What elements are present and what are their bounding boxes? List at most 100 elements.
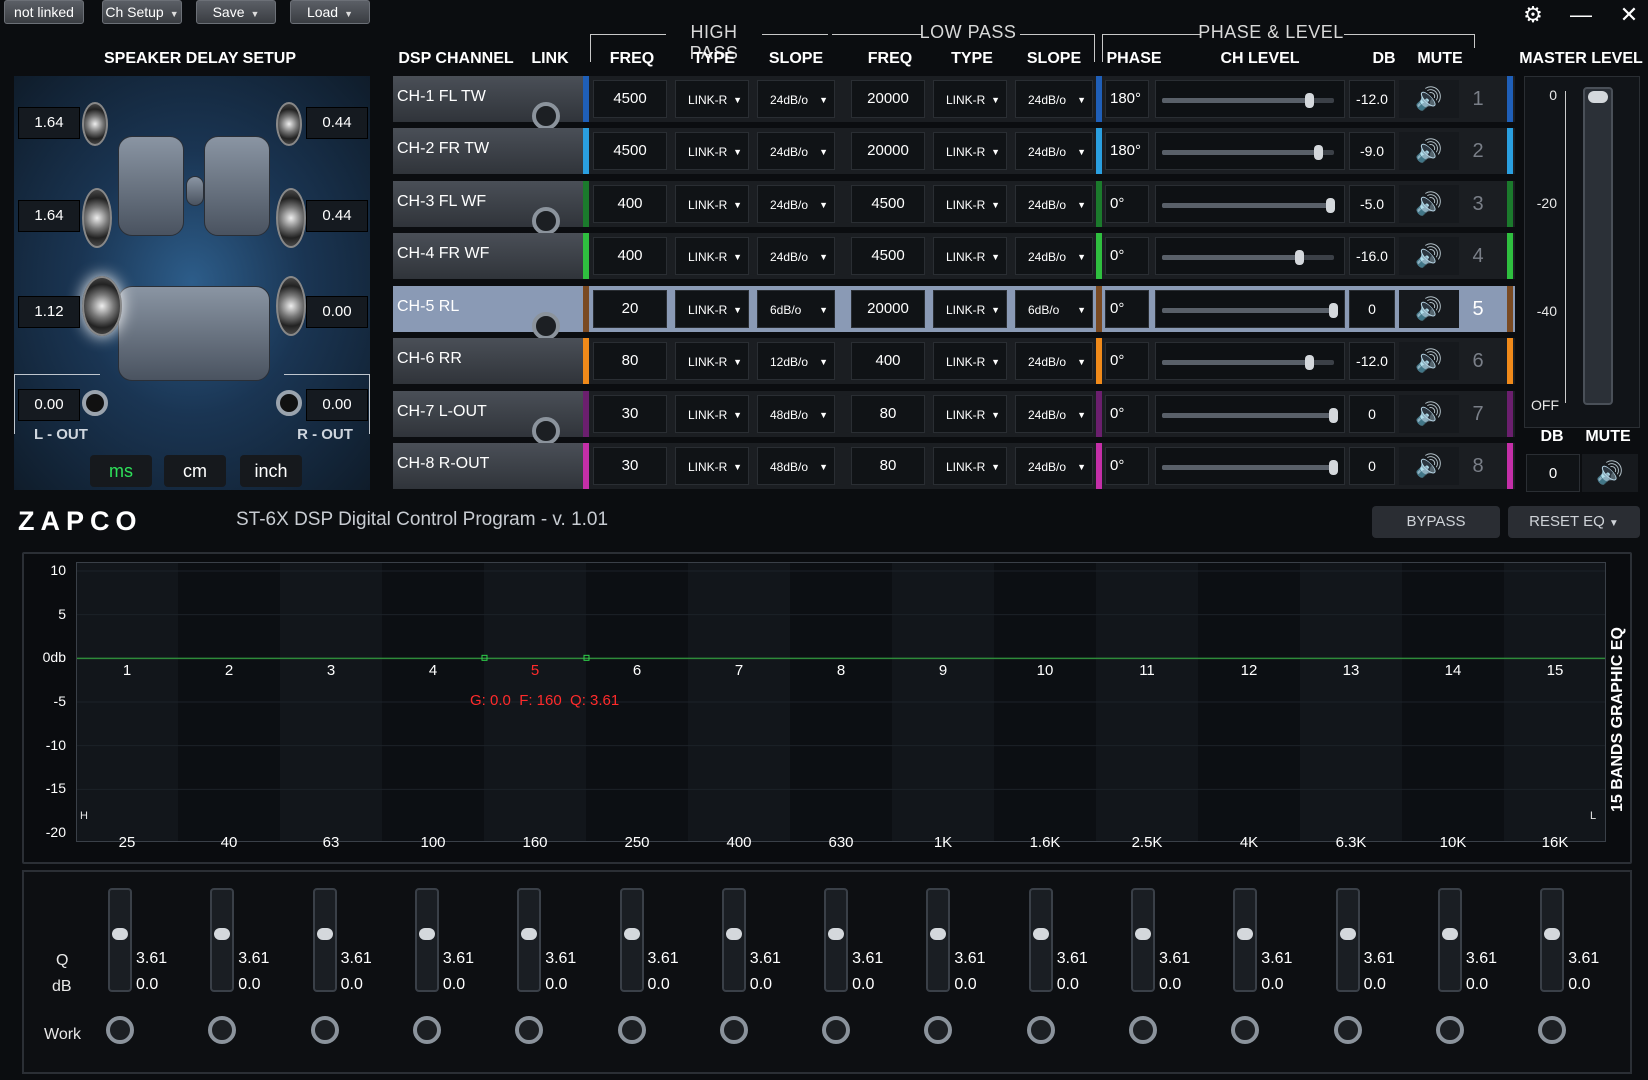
lp-type-select[interactable]: LINK-R ▼	[933, 185, 1007, 223]
band-db-value[interactable]: 0.0	[545, 976, 568, 993]
band-gain-slider[interactable]	[1540, 888, 1565, 992]
hp-freq-field[interactable]: 80	[593, 342, 667, 380]
lp-slope-select[interactable]: 24dB/o ▼	[1015, 80, 1093, 118]
phase-field[interactable]: 0°	[1105, 290, 1149, 328]
band-q-value[interactable]: 3.61	[136, 950, 168, 967]
ch-level-slider[interactable]	[1155, 132, 1345, 170]
band-gain-slider[interactable]	[619, 888, 644, 992]
band-q-value[interactable]: 3.61	[1056, 950, 1088, 967]
phase-field[interactable]: 0°	[1105, 237, 1149, 275]
eq-band-number[interactable]: 12	[1240, 662, 1258, 680]
band-gain-slider[interactable]	[414, 888, 439, 992]
ch-mute-button[interactable]: 🔊	[1399, 185, 1459, 223]
band-db-value[interactable]: 0.0	[340, 976, 363, 993]
eq-band-number[interactable]: 1	[122, 662, 132, 680]
ch-mute-button[interactable]: 🔊	[1399, 237, 1459, 275]
band-gain-slider[interactable]	[1131, 888, 1155, 992]
ch-level-thumb[interactable]	[1329, 303, 1338, 318]
lp-slope-select[interactable]: 24dB/o ▼	[1015, 447, 1093, 485]
ch-level-thumb[interactable]	[1304, 355, 1314, 370]
band-gain-slider[interactable]	[1437, 888, 1462, 992]
lp-type-select[interactable]: LINK-R ▼	[933, 132, 1007, 170]
band-db-value[interactable]: 0.0	[442, 976, 466, 993]
hp-freq-field[interactable]: 400	[593, 237, 667, 275]
ch-mute-button[interactable]: 🔊	[1399, 132, 1459, 170]
band-q-value[interactable]: 3.61	[852, 950, 884, 967]
eq-band-number[interactable]: 6	[632, 662, 642, 680]
band-db-value[interactable]: 0.0	[1363, 976, 1386, 993]
band-db-value[interactable]: 0.0	[238, 976, 261, 993]
band-work-knob[interactable]	[208, 1016, 237, 1044]
eq-band-number[interactable]: 4	[428, 662, 438, 680]
band-db-value[interactable]: 0.0	[749, 976, 773, 993]
delay-fr-wf-field[interactable]: 0.44	[306, 200, 368, 232]
lp-slope-select[interactable]: 24dB/o ▼	[1015, 342, 1093, 380]
delay-r-out-field[interactable]: 0.00	[306, 389, 368, 421]
lp-freq-field[interactable]: 400	[851, 342, 925, 380]
eq-band-number[interactable]: 8	[836, 662, 846, 680]
band-db-value[interactable]: 0.0	[954, 976, 977, 993]
band-db-value[interactable]: 0.0	[852, 976, 875, 993]
hp-slope-select[interactable]: 24dB/o ▼	[757, 80, 835, 118]
lp-slope-select[interactable]: 24dB/o ▼	[1015, 395, 1093, 433]
band-gain-thumb[interactable]	[930, 928, 947, 940]
lp-type-select[interactable]: LINK-R ▼	[933, 447, 1007, 485]
link-toggle-knob[interactable]	[532, 312, 560, 340]
ch-db-field[interactable]: -9.0	[1349, 132, 1395, 170]
master-db-field[interactable]: 0	[1526, 454, 1580, 492]
ch-level-thumb[interactable]	[1313, 145, 1323, 160]
ch-level-thumb[interactable]	[1294, 250, 1304, 265]
ch-mute-button[interactable]: 🔊	[1399, 80, 1459, 118]
ch-db-field[interactable]: -5.0	[1349, 185, 1395, 223]
band-gain-thumb[interactable]	[112, 928, 128, 940]
save-button[interactable]: Save ▼	[196, 0, 276, 24]
delay-l-out-field[interactable]: 0.00	[18, 389, 80, 421]
band-db-value[interactable]: 0.0	[1261, 976, 1284, 993]
channel-name[interactable]: CH-8 R-OUT	[393, 443, 583, 489]
band-work-knob[interactable]	[515, 1016, 544, 1044]
band-q-value[interactable]: 3.61	[1363, 950, 1395, 967]
band-gain-thumb[interactable]	[828, 928, 845, 940]
band-gain-slider[interactable]	[517, 888, 542, 992]
ch-level-thumb[interactable]	[1304, 93, 1314, 108]
band-gain-thumb[interactable]	[623, 928, 640, 940]
hp-type-select[interactable]: LINK-R ▼	[675, 237, 749, 275]
minimize-icon[interactable]: —	[1570, 2, 1592, 27]
band-work-knob[interactable]	[719, 1016, 748, 1044]
band-work-knob[interactable]	[1129, 1016, 1157, 1044]
band-gain-slider[interactable]	[824, 888, 849, 992]
band-db-value[interactable]: 0.0	[1159, 976, 1182, 993]
ch-level-slider[interactable]	[1155, 290, 1345, 328]
lp-freq-field[interactable]: 4500	[851, 237, 925, 275]
lp-type-select[interactable]: LINK-R ▼	[933, 290, 1007, 328]
band-gain-slider[interactable]	[210, 888, 235, 992]
master-slider-thumb[interactable]	[1588, 91, 1608, 103]
phase-field[interactable]: 0°	[1105, 185, 1149, 223]
hp-type-select[interactable]: LINK-R ▼	[675, 447, 749, 485]
band-gain-thumb[interactable]	[521, 928, 538, 940]
load-button[interactable]: Load ▼	[290, 0, 370, 24]
band-work-knob[interactable]	[822, 1016, 851, 1044]
ch-level-slider[interactable]	[1155, 395, 1345, 433]
band-q-value[interactable]: 3.61	[1261, 950, 1293, 967]
lp-freq-field[interactable]: 20000	[851, 290, 925, 328]
band-work-knob[interactable]	[106, 1016, 134, 1044]
lp-freq-field[interactable]: 4500	[851, 185, 925, 223]
band-work-knob[interactable]	[1435, 1016, 1464, 1044]
hp-type-select[interactable]: LINK-R ▼	[675, 290, 749, 328]
band-gain-thumb[interactable]	[1032, 928, 1049, 940]
link-toggle-knob[interactable]	[532, 102, 560, 130]
band-gain-slider[interactable]	[108, 888, 132, 992]
delay-fl-tw-field[interactable]: 1.64	[18, 107, 80, 139]
hp-freq-field[interactable]: 30	[593, 395, 667, 433]
hp-type-select[interactable]: LINK-R ▼	[675, 185, 749, 223]
eq-band-number[interactable]: 10	[1036, 662, 1054, 680]
ch-db-field[interactable]: -16.0	[1349, 237, 1395, 275]
hp-slope-select[interactable]: 24dB/o ▼	[757, 185, 835, 223]
ch-db-field[interactable]: -12.0	[1349, 342, 1395, 380]
band-gain-thumb[interactable]	[418, 928, 435, 940]
band-gain-thumb[interactable]	[316, 928, 333, 940]
l-out-knob[interactable]	[82, 390, 108, 416]
master-mute-button[interactable]: 🔊	[1582, 454, 1638, 492]
r-out-knob[interactable]	[276, 390, 302, 416]
